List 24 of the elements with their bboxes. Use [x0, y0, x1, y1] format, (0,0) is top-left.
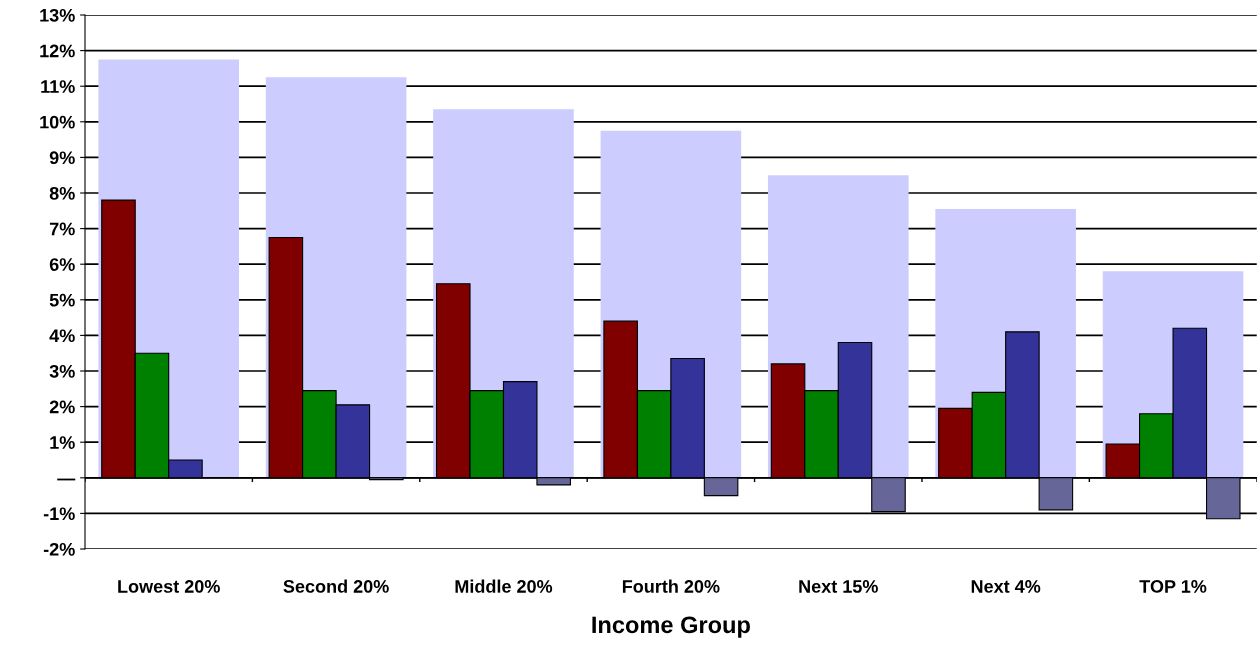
y-tick-label: 10%	[40, 115, 75, 129]
y-tick-label: 8%	[49, 186, 75, 200]
x-tick-label: Next 4%	[971, 580, 1041, 593]
y-tick-label: 5%	[49, 293, 75, 307]
y-tick-label: 2%	[49, 400, 75, 414]
y-tick-label: 3%	[49, 364, 75, 378]
y-tick-label: 12%	[40, 44, 75, 58]
y-tick-label: 1%	[50, 436, 75, 449]
x-tick-label: Next 15%	[799, 580, 878, 593]
y-tick-label: 9%	[49, 151, 75, 165]
y-tick-label: 4%	[49, 329, 75, 343]
y-tick-label: 7%	[49, 222, 75, 236]
y-tick-label: -1%	[43, 507, 75, 521]
y-tick-label: 13%	[40, 8, 75, 22]
y-tick-label: —	[57, 478, 76, 481]
y-tick-label: -2%	[43, 542, 75, 556]
x-axis-title: Income Group	[592, 616, 750, 638]
y-tick-label: 11%	[41, 80, 75, 93]
x-tick-label: Lowest 20%	[118, 580, 220, 593]
y-tick-label: 6%	[49, 258, 75, 271]
x-tick-label: Middle 20%	[455, 579, 553, 593]
x-tick-label: Fourth 20%	[622, 579, 720, 593]
x-tick-label: Second 20%	[283, 579, 389, 593]
x-tick-label: TOP 1%	[1139, 580, 1207, 593]
